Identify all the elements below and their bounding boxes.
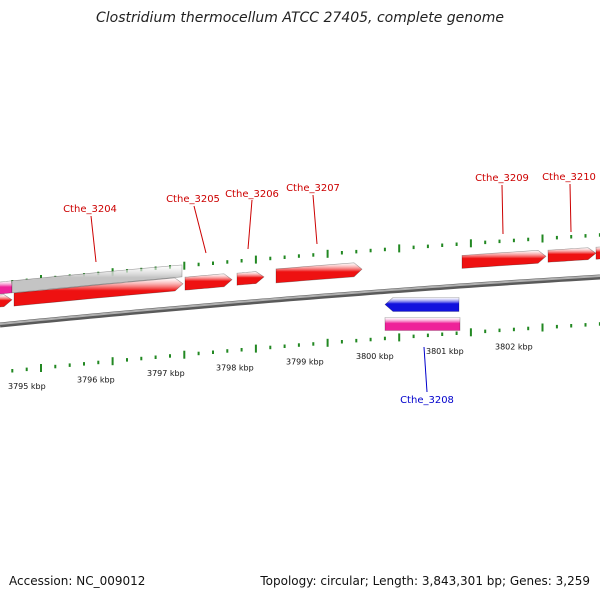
gene-cthe-3206[interactable]	[236, 271, 265, 286]
backbone-circle	[0, 274, 600, 325]
gene-cthe-3205[interactable]	[184, 273, 233, 291]
kbp-tick-label: 3796 kbp	[77, 376, 115, 385]
gene-label-leader	[569, 183, 572, 233]
kbp-tick-label: 3795 kbp	[8, 382, 46, 391]
gene-label-leader	[312, 194, 318, 245]
gene-cthe-3209[interactable]	[461, 249, 547, 269]
gene-label-leader	[501, 184, 504, 235]
gene-cthe-3207[interactable]	[275, 262, 363, 284]
kbp-tick-label: 3798 kbp	[216, 363, 254, 372]
kbp-tick-label: 3802 kbp	[495, 342, 533, 351]
gene-feature[interactable]	[0, 294, 13, 308]
gene-label-leader	[247, 199, 253, 250]
kbp-tick-label: 3799 kbp	[286, 358, 324, 367]
gene-feature[interactable]	[13, 277, 184, 307]
accession-text: Accession: NC_009012	[9, 574, 146, 588]
gene-label-cthe-3209[interactable]: Cthe_3209	[475, 173, 529, 184]
rna-feature[interactable]	[0, 280, 13, 295]
pseudogene-feature[interactable]	[11, 264, 183, 294]
gene-label-cthe-3206[interactable]: Cthe_3206	[225, 189, 279, 200]
gene-label-cthe-3208[interactable]: Cthe_3208	[400, 395, 454, 406]
rna-feature[interactable]	[384, 317, 461, 331]
gene-cthe-3208[interactable]	[384, 297, 460, 312]
gene-label-cthe-3204[interactable]: Cthe_3204	[63, 204, 117, 215]
kbp-tick-label: 3797 kbp	[147, 369, 185, 378]
gene-label-cthe-3210[interactable]: Cthe_3210	[542, 172, 596, 183]
kbp-tick-label: 3800 kbp	[356, 352, 394, 361]
gene-label-cthe-3205[interactable]: Cthe_3205	[166, 194, 220, 205]
gene-label-leader	[90, 215, 97, 263]
gene-cthe-3210[interactable]	[547, 247, 597, 263]
gene-feature[interactable]	[595, 246, 600, 260]
map-title: Clostridium thermocellum ATCC 27405, com…	[96, 10, 504, 26]
gene-label-leader	[423, 346, 428, 393]
gene-label-cthe-3207[interactable]: Cthe_3207	[286, 183, 340, 194]
gene-label-leader	[193, 205, 207, 254]
genome-stats-text: Topology: circular; Length: 3,843,301 bp…	[260, 574, 590, 588]
kbp-tick-label: 3801 kbp	[426, 347, 464, 356]
